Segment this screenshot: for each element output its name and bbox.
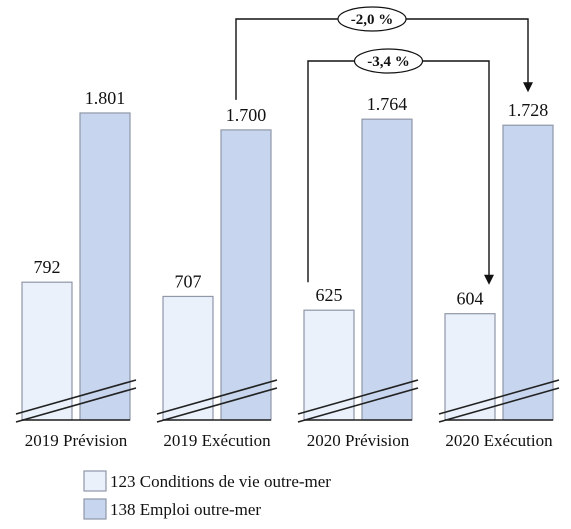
legend-item-emploi: 138 Emploi outre-mer	[83, 498, 261, 520]
axis-break-line-2-b	[156, 387, 278, 423]
value-label-emploi-4: 1.728	[508, 100, 549, 120]
axis-break-line-4-b	[438, 387, 560, 423]
axis-break-line-4-a	[438, 379, 560, 415]
value-label-emploi-1: 1.801	[85, 88, 126, 108]
callout-2: -3,4 %	[307, 48, 494, 285]
bars-layer	[21, 112, 554, 421]
value-label-emploi-3: 1.764	[367, 94, 408, 114]
callout-1-label: -2,0 %	[351, 12, 394, 28]
axis-break-line-2-a	[156, 379, 278, 415]
callout-1: -2,0 %	[235, 6, 533, 100]
value-label-cond-4: 604	[457, 289, 484, 309]
value-label-emploi-2: 1.700	[226, 105, 267, 125]
bar-cond-3	[303, 309, 355, 421]
category-label-4: 2020 Exécution	[445, 431, 553, 450]
callout-2-label: -3,4 %	[367, 54, 410, 70]
value-labels-layer: 792 1.801 707 1.700 625 1.764 604 1.728	[34, 88, 549, 309]
axis-break-line-3-a	[297, 379, 419, 415]
value-label-cond-1: 792	[34, 257, 61, 277]
legend-swatch-emploi	[83, 498, 107, 520]
legend-label-emploi: 138 Emploi outre-mer	[110, 500, 261, 519]
callout-1-arrowhead	[523, 82, 533, 93]
callout-2-bubble	[353, 48, 424, 74]
axis-break-layer	[15, 379, 560, 423]
category-label-1: 2019 Prévision	[25, 431, 128, 450]
bar-emploi-3	[361, 118, 413, 421]
bar-cond-4	[444, 313, 496, 421]
callouts-layer: -2,0 % -3,4 %	[235, 6, 533, 285]
bar-emploi-1	[79, 112, 131, 421]
bar-emploi-2	[220, 129, 272, 421]
bar-cond-2	[162, 295, 214, 421]
axis-break-line-1-a	[15, 379, 137, 415]
bar-emploi-4	[502, 124, 554, 421]
category-label-3: 2020 Prévision	[307, 431, 410, 450]
legend-swatch-cond	[83, 470, 107, 492]
category-label-2: 2019 Exécution	[163, 431, 271, 450]
axis-break-line-1-b	[15, 387, 137, 423]
value-label-cond-3: 625	[316, 285, 343, 305]
legend-item-cond: 123 Conditions de vie outre-mer	[83, 470, 331, 492]
axis-break-line-3-b	[297, 387, 419, 423]
category-labels-layer: 2019 Prévision 2019 Exécution 2020 Prévisi…	[25, 431, 553, 450]
legend-label-cond: 123 Conditions de vie outre-mer	[110, 472, 331, 491]
value-label-cond-2: 707	[175, 271, 202, 291]
callout-2-arrowhead	[484, 274, 494, 285]
bar-cond-1	[21, 281, 73, 421]
callout-1-bubble	[337, 6, 407, 32]
legend: 123 Conditions de vie outre-mer 138 Emplo…	[83, 470, 331, 520]
